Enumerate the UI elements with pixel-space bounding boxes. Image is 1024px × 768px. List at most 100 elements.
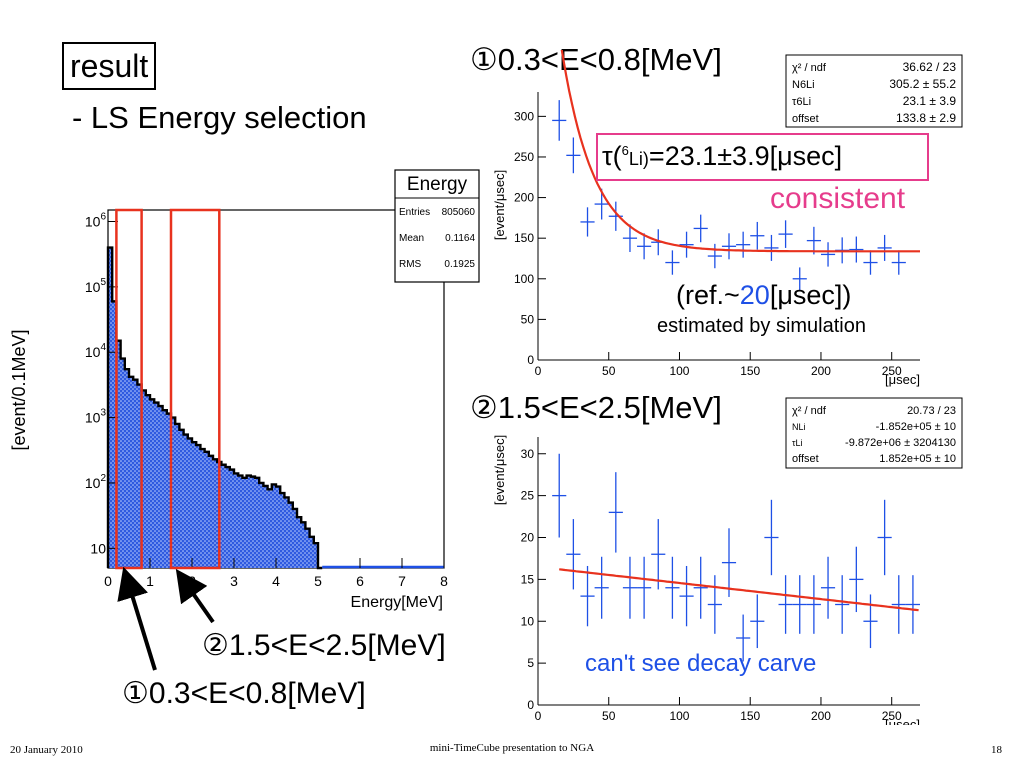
histogram-bar (204, 451, 210, 568)
plot1-stat-offset-value: 133.8 ± 2.9 (896, 111, 956, 125)
histogram-bars (106, 246, 444, 570)
histogram-bar (271, 484, 277, 568)
plot1-ylabel: [event/μsec] (492, 170, 507, 240)
plot-xtick-label: 150 (740, 709, 760, 723)
plot1-stat-tau-value: 23.1 ± 3.9 (903, 94, 957, 108)
plot-ytick-label: 25 (521, 489, 535, 503)
plot-xtick-label: 100 (669, 709, 689, 723)
histogram-ytick-label: 10 (90, 540, 106, 556)
plot-ytick-label: 150 (514, 231, 534, 245)
histogram-bar (221, 464, 226, 568)
legend-rms-label: RMS (399, 259, 422, 270)
reference-label: (ref.~20[μsec]) (676, 280, 851, 311)
legend-entries-label: Entries (399, 207, 430, 218)
histogram-bar (120, 358, 126, 568)
histogram-xtick-label: 6 (356, 573, 364, 589)
histogram-xtick-label: 7 (398, 573, 406, 589)
histogram-bar (225, 467, 231, 568)
histogram-bar (137, 384, 142, 568)
histogram-bar (305, 528, 310, 568)
histogram-xtick-label: 8 (440, 573, 448, 589)
plot2-header: ②1.5<E<2.5[MeV] (470, 390, 722, 425)
footer-title: mini-TimeCube presentation to NGA (429, 742, 595, 754)
histogram-xtick-label: 5 (314, 573, 322, 589)
histogram-bar (213, 459, 218, 568)
tau-superscript: 6 (621, 143, 629, 158)
histogram-bar (154, 402, 159, 568)
plot-xtick-label: 100 (669, 364, 689, 378)
histogram-ytick-label: 106 (85, 212, 107, 230)
histogram-ytick-label: 103 (85, 408, 107, 426)
estimated-label: estimated by simulation (657, 315, 866, 337)
plot-ytick-label: 250 (514, 150, 534, 164)
subtitle: - LS Energy selection (72, 100, 367, 135)
histogram-bar (263, 485, 268, 568)
fit-curve (559, 568, 919, 612)
legend-mean-value: 0.1164 (445, 233, 475, 244)
plot-xtick-label: 200 (811, 709, 831, 723)
histogram-bar (280, 493, 285, 568)
ref-suffix: [μsec]) (769, 280, 852, 310)
footer-date: 20 January 2010 (10, 744, 83, 756)
plot2-stat-n-label: NLi (792, 422, 806, 432)
plot2-stat-offset-value: 1.852e+05 ± 10 (879, 453, 956, 465)
plot-xtick-label: 250 (882, 709, 902, 723)
histogram-xlabel: Energy[MeV] (351, 594, 443, 611)
plot-ytick-label: 50 (521, 312, 535, 326)
histogram-bar (179, 429, 184, 568)
plot2-stats: χ² / ndf 20.73 / 23 NLi -1.852e+05 ± 10 … (785, 397, 963, 469)
decay-plot-range1: 0 50 100 150 200 250 0 50 100 150 200 250 300 [event… (492, 50, 963, 387)
histogram-bar (145, 395, 151, 568)
legend-entries-value: 805060 (442, 207, 476, 218)
legend-mean-label: Mean (399, 233, 424, 244)
tau-value: =23.1±3.9[μsec] (648, 141, 843, 171)
histogram-bar (166, 413, 172, 568)
plot2-stat-tau-label: τLi (792, 438, 803, 448)
plot2-stat-tau-value: -9.872e+06 ± 3204130 (845, 437, 956, 449)
arrow-range2 (175, 568, 215, 624)
plot-xtick-label: 50 (602, 709, 616, 723)
histogram-bar (234, 473, 239, 568)
histogram-bar (267, 489, 273, 568)
histogram-ytick-label: 102 (85, 473, 107, 491)
plot1-stat-tau-label: τ6Li (792, 96, 811, 108)
plot2-xlabel: [μsec] (885, 717, 920, 725)
ref-value: 20 (739, 280, 770, 310)
histogram-bar (124, 369, 130, 568)
histogram-bar (242, 477, 247, 568)
plot-xtick-label: 0 (535, 709, 542, 723)
page-number: 18 (991, 744, 1002, 756)
plot2-area: 0 50 100 150 200 250 0 5 10 15 20 25 30 (521, 437, 920, 723)
plot-ytick-label: 300 (514, 109, 534, 123)
legend-rms-value: 0.1925 (444, 259, 475, 270)
histogram-bar (200, 449, 205, 568)
plot1-stat-chi2-value: 36.62 / 23 (903, 60, 957, 74)
tau-result-box: τ(6Li)=23.1±3.9[μsec] (596, 133, 929, 181)
histogram-bar (246, 475, 252, 568)
histogram-bar (288, 502, 294, 568)
tau-prefix: τ( (602, 141, 622, 171)
plot1-xlabel: [μsec] (885, 372, 920, 387)
plot-xtick-label: 250 (882, 364, 902, 378)
plot2-stat-chi2-value: 20.73 / 23 (907, 405, 956, 417)
histogram-bar (297, 517, 302, 568)
histogram-bar (162, 410, 168, 568)
plot1-stats: χ² / ndf 36.62 / 23 N6Li 305.2 ± 55.2 τ6… (785, 54, 963, 128)
histogram-bar (208, 455, 214, 568)
cant-see-label: can't see decay carve (585, 650, 817, 677)
plot-ytick-label: 20 (521, 531, 535, 545)
plot1-area: 0 50 100 150 200 250 0 50 100 150 200 250 300 (514, 50, 920, 378)
histogram-bar (158, 406, 163, 568)
histogram-ytick-label: 104 (85, 342, 107, 360)
histogram-bar (229, 469, 235, 568)
arrow-range1 (117, 566, 157, 671)
plot-ytick-label: 0 (527, 698, 534, 712)
histogram-ytick-label: 105 (85, 277, 107, 295)
plot2-stat-offset-label: offset (792, 453, 819, 465)
histogram-range1-label: ①0.3<E<0.8[MeV] (122, 677, 366, 710)
histogram-bar (276, 486, 281, 568)
histogram-bar (250, 476, 256, 568)
